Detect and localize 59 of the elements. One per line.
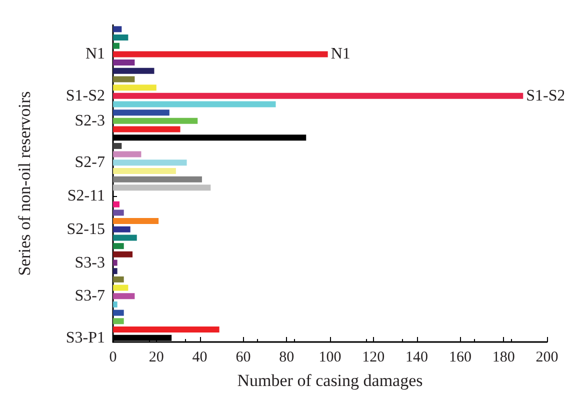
x-axis-title: Number of casing damages (237, 371, 423, 390)
bar (113, 293, 135, 300)
annotation: N1 (330, 46, 350, 63)
bar (113, 42, 120, 49)
bar (113, 210, 124, 216)
bar (113, 276, 124, 282)
x-tick-label: 80 (279, 350, 294, 366)
bar (113, 310, 124, 316)
y-tick-label: N1 (85, 46, 105, 63)
x-tick-label: 0 (109, 350, 117, 366)
x-tick-label: 20 (148, 350, 164, 366)
y-tick-label: S2-11 (67, 188, 105, 205)
bar (113, 142, 122, 149)
x-tick-label: 100 (318, 350, 342, 366)
x-tick-label: 140 (406, 350, 428, 366)
x-tick-label: 180 (492, 350, 515, 366)
bar (113, 260, 118, 266)
y-tick-label: S2-7 (74, 154, 105, 172)
y-tick-label: S3-P1 (66, 329, 105, 346)
y-tick-label: S1-S2 (66, 87, 105, 104)
bar (113, 268, 118, 274)
bar (113, 168, 176, 174)
x-tick-label: 200 (536, 350, 558, 366)
bar (113, 243, 124, 250)
bar (113, 326, 220, 332)
y-tick-label: S3-3 (74, 254, 105, 272)
x-tick-label: 60 (236, 350, 251, 366)
y-axis-title: Series of non-oil reservoirs (15, 91, 34, 276)
bar (113, 318, 124, 324)
bar (113, 160, 187, 166)
bar (113, 51, 328, 58)
bar (113, 151, 142, 158)
y-tick-label: S2-15 (66, 220, 105, 238)
bar (113, 234, 137, 241)
annotation: S1-S2 (526, 87, 566, 104)
bar (113, 68, 154, 74)
bar (113, 184, 211, 191)
bar (113, 201, 120, 208)
bar (113, 176, 202, 182)
bar (113, 218, 159, 224)
bar (113, 226, 130, 232)
bar (113, 26, 122, 32)
bar (113, 118, 198, 124)
bar (113, 34, 128, 41)
y-tick-label: S3-7 (74, 288, 105, 305)
bar (113, 126, 180, 132)
x-tick-label: 40 (192, 350, 208, 366)
bar (113, 284, 128, 291)
y-tick-label: S2-3 (74, 112, 105, 130)
bar (113, 84, 156, 91)
bar (113, 76, 135, 82)
x-tick-label: 160 (448, 350, 472, 366)
bar (113, 92, 524, 99)
bar (113, 60, 135, 66)
bar (113, 251, 133, 258)
x-tick-label: 120 (362, 350, 385, 366)
bar (113, 110, 170, 116)
bar (113, 101, 276, 108)
bar (113, 301, 118, 308)
